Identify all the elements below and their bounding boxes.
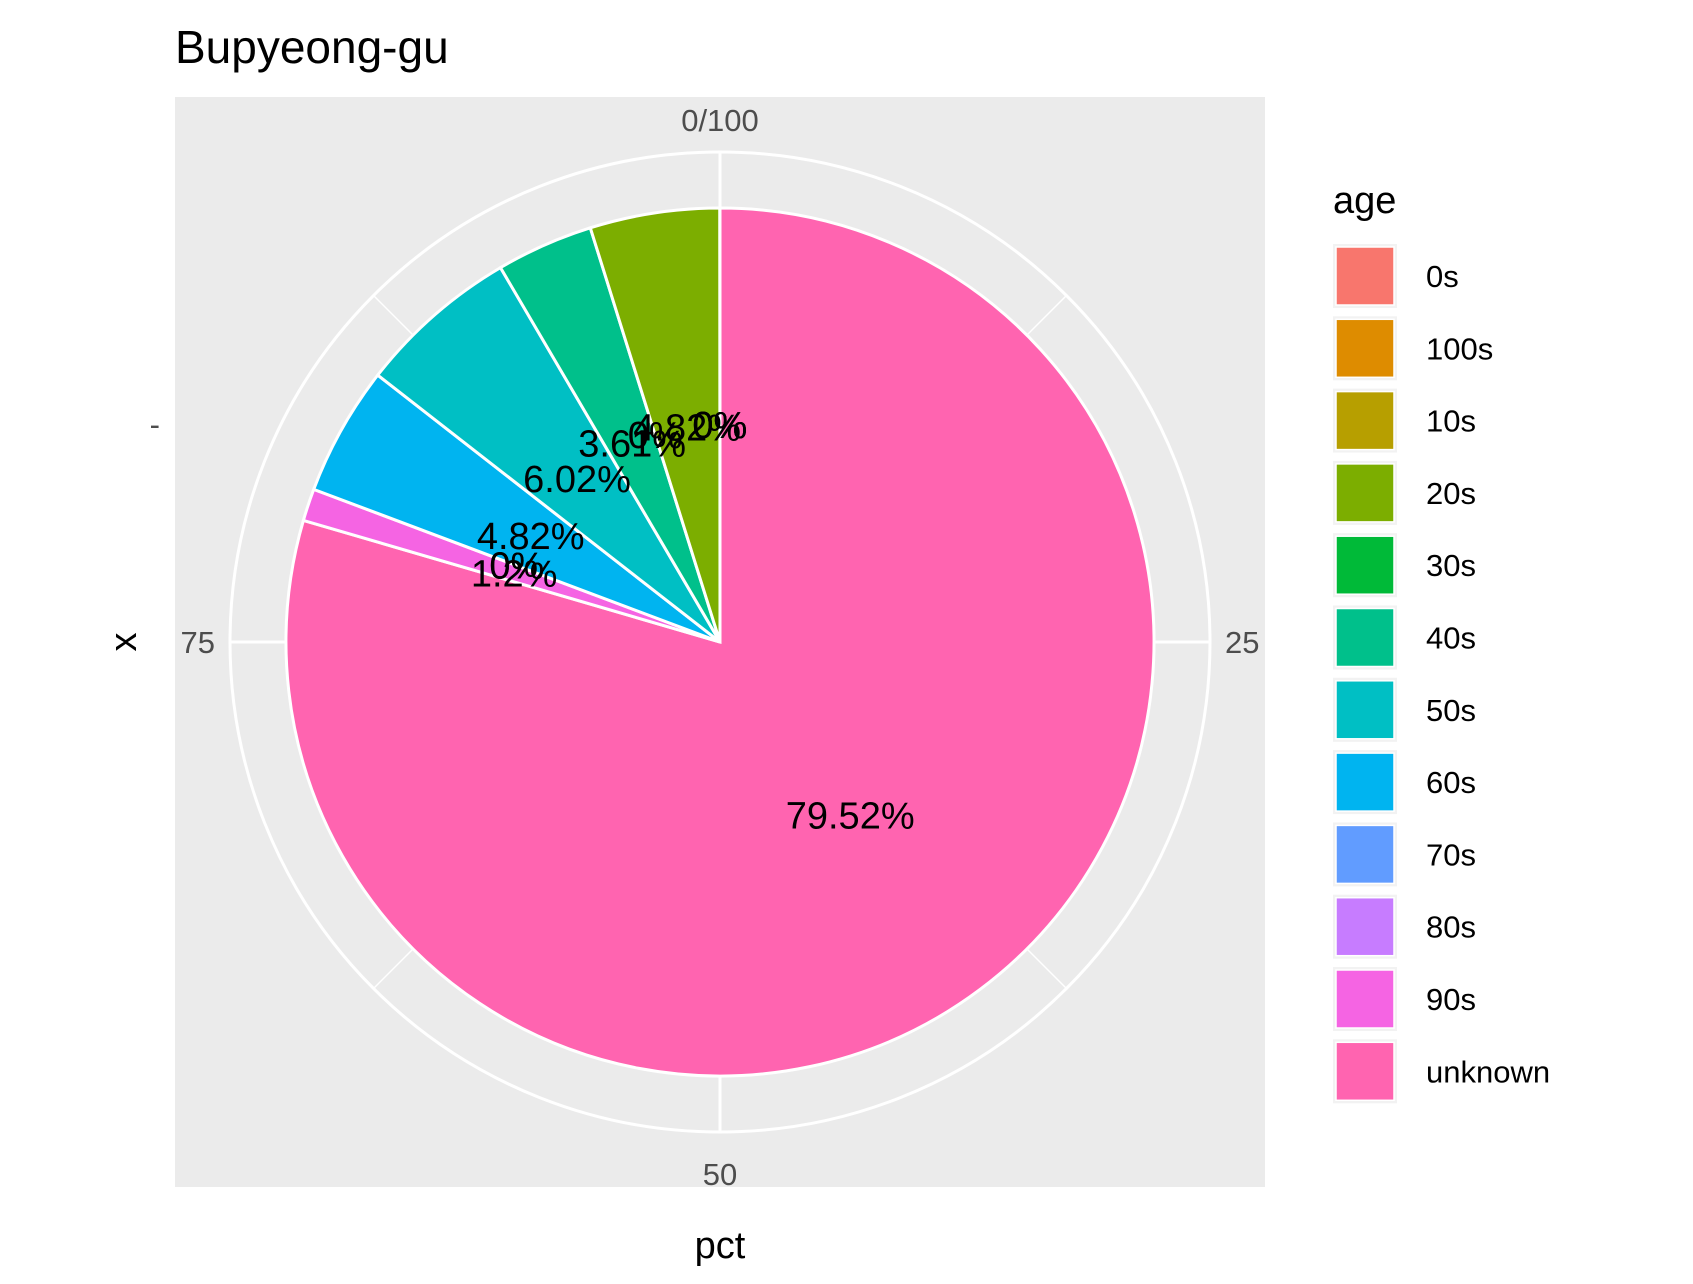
theta-tick-25: 25 [1225, 625, 1259, 660]
legend-swatch-70s [1335, 824, 1395, 885]
slice-label-80s: 0% [489, 546, 544, 588]
x-axis-label: pct [695, 1225, 746, 1267]
legend-swatch-30s [1335, 535, 1395, 595]
slice-label-90s: 1.2% [471, 553, 558, 595]
theta-tick-75: 75 [181, 625, 215, 660]
slice-labels: 79.52%1.2%0%0%4.82%6.02%3.61%0%4.82%0%0%… [471, 405, 915, 838]
pie-slices [284, 206, 1156, 1078]
legend-swatch-80s [1335, 896, 1395, 957]
legend-swatch-60s [1335, 752, 1395, 812]
legend-label-0s: 0s [1426, 259, 1459, 294]
slice-label-0s: 0% [692, 405, 747, 447]
slice-label-100s: 0% [692, 405, 747, 447]
theta-tick-0: 0/100 [681, 103, 759, 138]
legend-swatch-20s [1335, 463, 1395, 523]
slice-label-60s: 4.82% [477, 516, 585, 558]
slice-label-70s: 0% [489, 546, 544, 588]
legend-label-30s: 30s [1426, 548, 1476, 583]
legend-label-80s: 80s [1426, 910, 1476, 945]
slice-label-10s: 0% [692, 405, 747, 447]
slice-label-20s: 4.82% [633, 408, 741, 450]
legend-label-60s: 60s [1426, 765, 1476, 800]
pie-slice-50s [375, 265, 722, 644]
legend-title: age [1333, 180, 1396, 222]
legend-swatch-40s [1335, 607, 1395, 668]
legend-label-100s: 100s [1426, 331, 1493, 366]
legend-swatch-100s [1335, 318, 1395, 379]
legend-swatch-unknown [1335, 1041, 1395, 1102]
legend-swatch-50s [1335, 680, 1395, 740]
pie-slice-20s [588, 206, 722, 643]
legend: age 0s 100s 10s 20s 30s 40s 50s 60s 70s 80s 90s unk… [1333, 180, 1550, 1104]
y-axis-label: x [103, 633, 145, 652]
legend-label-40s: 40s [1426, 621, 1476, 656]
legend-swatch-10s [1335, 390, 1395, 451]
legend-swatch-90s [1335, 969, 1395, 1029]
theta-tick-labels: 0/100 25 50 75 [181, 103, 1260, 1192]
legend-label-90s: 90s [1426, 982, 1476, 1017]
slice-label-50s: 6.02% [523, 459, 631, 501]
legend-label-10s: 10s [1426, 404, 1476, 439]
legend-label-50s: 50s [1426, 693, 1476, 728]
slice-label-40s: 3.61% [578, 424, 686, 466]
y-tick-label: - [150, 407, 160, 442]
theta-tick-50: 50 [703, 1157, 737, 1192]
slice-label-unknown: 79.52% [786, 796, 915, 838]
legend-label-unknown: unknown [1426, 1054, 1550, 1089]
legend-swatch-0s [1335, 246, 1395, 306]
slice-label-30s: 0% [628, 415, 683, 457]
chart-title: Bupyeong-gu [175, 21, 449, 73]
pie-slice-unknown [284, 206, 1156, 1078]
legend-label-20s: 20s [1426, 476, 1476, 511]
legend-label-70s: 70s [1426, 837, 1476, 872]
